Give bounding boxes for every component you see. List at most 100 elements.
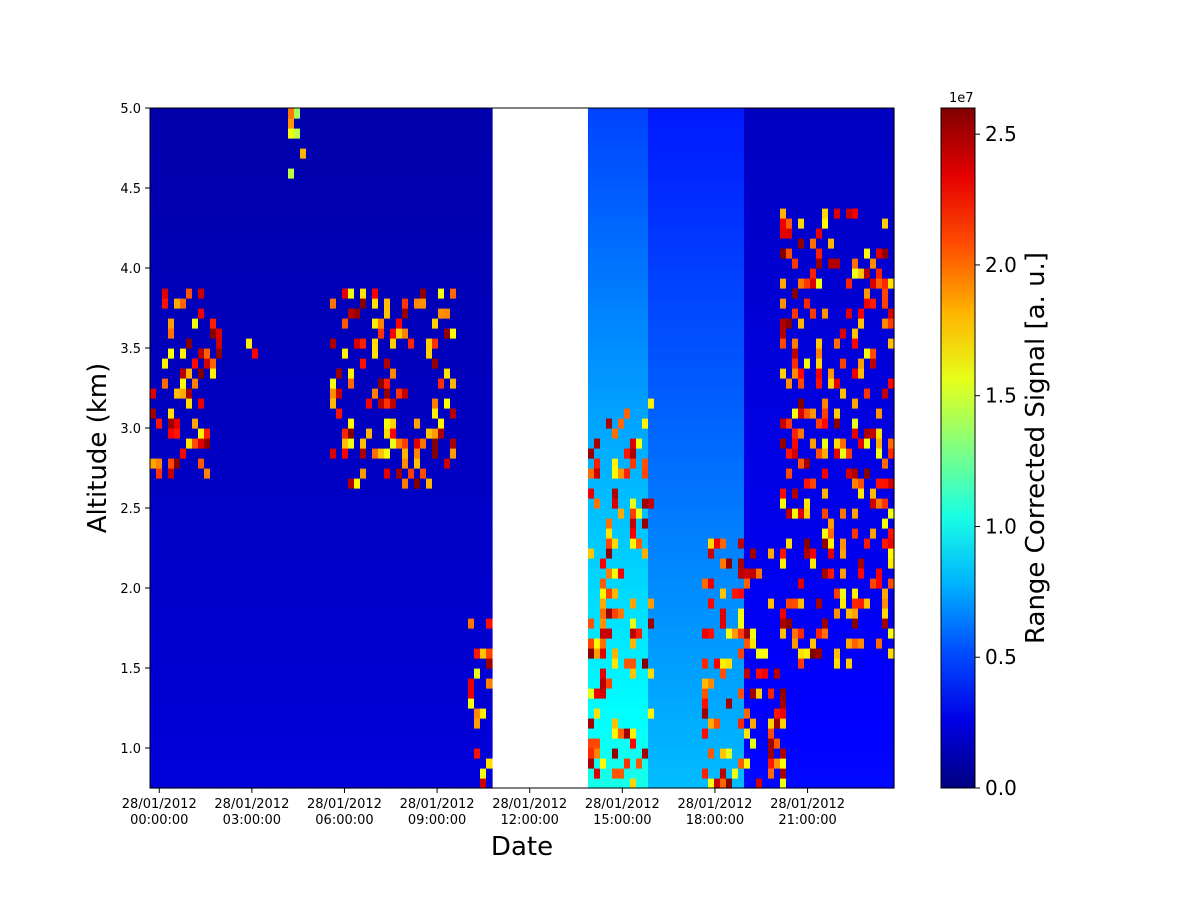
heatmap-cell [210, 248, 217, 259]
heatmap-cell [432, 558, 439, 569]
heatmap-cell [192, 348, 199, 359]
heatmap-cell [672, 398, 679, 409]
heatmap-cell [258, 278, 265, 289]
heatmap-cell [642, 648, 649, 659]
heatmap-cell [606, 608, 613, 619]
heatmap-cell [246, 138, 253, 149]
heatmap-cell [678, 658, 685, 669]
heatmap-cell [630, 298, 637, 309]
heatmap-cell [648, 748, 655, 759]
heatmap-cell [390, 458, 397, 469]
heatmap-cell [444, 388, 451, 399]
heatmap-cell [426, 208, 433, 219]
heatmap-cell [468, 618, 475, 629]
heatmap-cell [408, 178, 415, 189]
heatmap-cell [594, 138, 601, 149]
heatmap-cell [456, 388, 463, 399]
heatmap-cell [222, 278, 229, 289]
heatmap-cell [378, 128, 385, 139]
heatmap-cell [360, 618, 367, 629]
heatmap-cell [360, 348, 367, 359]
heatmap-cell [324, 698, 331, 709]
heatmap-cell [354, 558, 361, 569]
heatmap-cell [276, 548, 283, 559]
heatmap-cell [264, 388, 271, 399]
heatmap-cell [594, 478, 601, 489]
heatmap-cell [162, 478, 169, 489]
heatmap-cell [624, 608, 631, 619]
heatmap-cell [672, 708, 679, 719]
heatmap-cell [678, 588, 685, 599]
heatmap-cell [150, 558, 157, 569]
heatmap-cell [642, 328, 649, 339]
heatmap-cell [198, 738, 205, 749]
heatmap-cell [378, 188, 385, 199]
heatmap-cell [420, 478, 427, 489]
heatmap-cell [294, 258, 301, 269]
heatmap-cell [444, 198, 451, 209]
heatmap-cell [192, 328, 199, 339]
heatmap-cell [282, 548, 289, 559]
heatmap-cell [312, 588, 319, 599]
heatmap-cell [606, 298, 613, 309]
heatmap-cell [426, 618, 433, 629]
heatmap-cell [678, 548, 685, 559]
heatmap-cell [450, 358, 457, 369]
heatmap-cell [642, 128, 649, 139]
heatmap-cell [396, 268, 403, 279]
heatmap-cell [366, 748, 373, 759]
heatmap-cell [186, 448, 193, 459]
heatmap-cell [480, 508, 487, 519]
heatmap-cell [630, 698, 637, 709]
heatmap-cell [600, 258, 607, 269]
heatmap-cell [210, 208, 217, 219]
heatmap-cell [216, 218, 223, 229]
heatmap-cell [456, 528, 463, 539]
heatmap-cell [252, 608, 259, 619]
heatmap-cell [426, 608, 433, 619]
heatmap-cell [636, 238, 643, 249]
heatmap-cell [282, 628, 289, 639]
heatmap-cell [414, 748, 421, 759]
heatmap-cell [372, 158, 379, 169]
heatmap-cell [660, 248, 667, 259]
heatmap-cell [588, 118, 595, 129]
heatmap-cell [336, 298, 343, 309]
heatmap-cell [222, 188, 229, 199]
heatmap-cell [606, 558, 613, 569]
heatmap-cell [372, 228, 379, 239]
heatmap-cell [624, 268, 631, 279]
heatmap-cell [312, 448, 319, 459]
heatmap-cell [660, 448, 667, 459]
heatmap-cell [444, 288, 451, 299]
heatmap-cell [372, 278, 379, 289]
heatmap-cell [342, 318, 349, 329]
heatmap-cell [330, 188, 337, 199]
heatmap-cell [270, 418, 277, 429]
heatmap-cell [474, 258, 481, 269]
heatmap-cell [414, 568, 421, 579]
heatmap-cell [630, 548, 637, 559]
heatmap-cell [666, 688, 673, 699]
heatmap-cell [264, 518, 271, 529]
heatmap-cell [294, 738, 301, 749]
heatmap-cell [306, 608, 313, 619]
heatmap-cell [474, 648, 481, 659]
heatmap-cell [438, 618, 445, 629]
heatmap-cell [486, 558, 493, 569]
heatmap-cell [420, 178, 427, 189]
heatmap-cell [672, 308, 679, 319]
heatmap-cell [396, 438, 403, 449]
heatmap-cell [162, 518, 169, 529]
heatmap-cell [162, 508, 169, 519]
heatmap-cell [282, 638, 289, 649]
heatmap-cell [594, 188, 601, 199]
heatmap-cell [462, 208, 469, 219]
heatmap-cell [642, 768, 649, 779]
heatmap-cell [486, 308, 493, 319]
heatmap-cell [390, 518, 397, 529]
heatmap-cell [630, 158, 637, 169]
heatmap-cell [414, 208, 421, 219]
heatmap-cell [372, 578, 379, 589]
heatmap-cell [630, 778, 637, 789]
